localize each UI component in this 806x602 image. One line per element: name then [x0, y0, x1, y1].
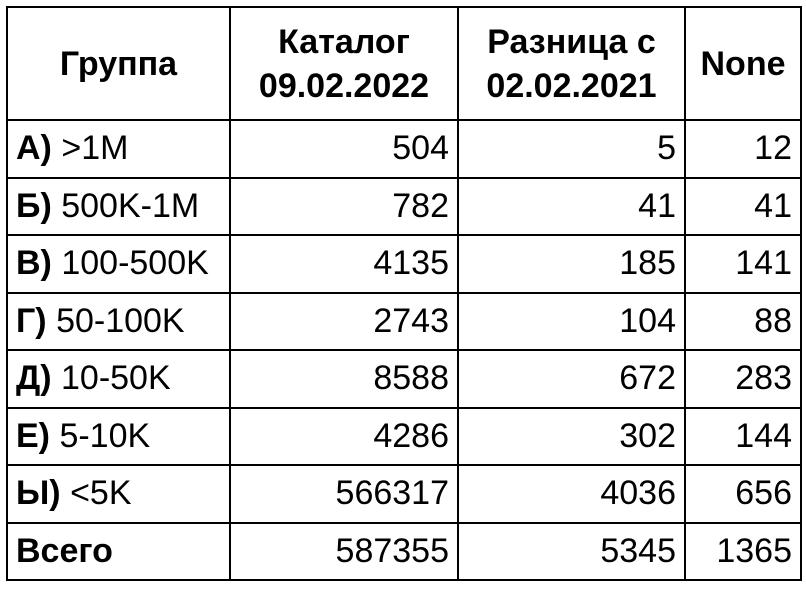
total-value-cell: 5345 — [457, 521, 686, 581]
value-cell: 8588 — [229, 349, 459, 409]
value-cell: 144 — [684, 406, 802, 466]
group-letter: Д) — [16, 359, 52, 398]
header-cell: None — [684, 6, 802, 121]
header-line: Каталог — [278, 22, 410, 61]
value-cell: 4135 — [229, 234, 459, 294]
value-cell: 504 — [229, 119, 459, 179]
group-letter: В) — [16, 244, 52, 283]
value-cell: 656 — [684, 464, 802, 524]
value-cell: 12 — [684, 119, 802, 179]
table-row: Г) 50-100K 2743 104 88 — [6, 291, 802, 351]
group-cell: Е) 5-10K — [6, 406, 231, 466]
header-line: Группа — [59, 44, 178, 83]
total-label-cell: Всего — [6, 521, 231, 581]
group-letter: Ы) — [16, 474, 61, 513]
total-value-cell: 1365 — [684, 521, 802, 581]
group-range: 100-500K — [61, 244, 209, 283]
table-row: В) 100-500K 4135 185 141 — [6, 234, 802, 294]
value-cell: 4036 — [457, 464, 686, 524]
group-range: 5-10K — [59, 416, 151, 455]
group-letter: Г) — [16, 301, 47, 340]
header-cell: Разница с 02.02.2021 — [457, 6, 686, 121]
value-cell: 782 — [229, 176, 459, 236]
value-cell: 5 — [457, 119, 686, 179]
header-row: Группа Каталог 09.02.2022 Разница с 02.02.20… — [6, 6, 802, 121]
group-cell: Г) 50-100K — [6, 291, 231, 351]
group-cell: Ы) <5K — [6, 464, 231, 524]
value-cell: 302 — [457, 406, 686, 466]
group-range: <5K — [70, 474, 132, 513]
group-range: 50-100K — [56, 301, 185, 340]
total-row: Всего 587355 5345 1365 — [6, 521, 802, 581]
group-cell: А) >1M — [6, 119, 231, 179]
header-line: None — [700, 44, 786, 83]
table-row: А) >1M 504 5 12 — [6, 119, 802, 179]
group-letter: Е) — [16, 416, 50, 455]
group-cell: Б) 500K-1M — [6, 176, 231, 236]
value-cell: 104 — [457, 291, 686, 351]
table-header: Группа Каталог 09.02.2022 Разница с 02.02.20… — [6, 6, 802, 121]
value-cell: 283 — [684, 349, 802, 409]
group-cell: Д) 10-50K — [6, 349, 231, 409]
value-cell: 88 — [684, 291, 802, 351]
data-table: Группа Каталог 09.02.2022 Разница с 02.02.20… — [6, 6, 802, 581]
table-row: Д) 10-50K 8588 672 283 — [6, 349, 802, 409]
header-cell: Группа — [6, 6, 231, 121]
value-cell: 4286 — [229, 406, 459, 466]
total-value-cell: 587355 — [229, 521, 459, 581]
group-letter: Б) — [16, 186, 52, 225]
table-row: Е) 5-10K 4286 302 144 — [6, 406, 802, 466]
table-body: А) >1M 504 5 12 Б) 500K-1M 782 41 41 В) 100-500K… — [6, 119, 802, 581]
group-range: >1M — [61, 129, 129, 168]
value-cell: 41 — [684, 176, 802, 236]
header-cell: Каталог 09.02.2022 — [229, 6, 459, 121]
header-line: 02.02.2021 — [486, 66, 657, 105]
total-label: Всего — [16, 531, 113, 570]
group-range: 500K-1M — [61, 186, 200, 225]
value-cell: 141 — [684, 234, 802, 294]
value-cell: 2743 — [229, 291, 459, 351]
group-letter: А) — [16, 129, 52, 168]
group-cell: В) 100-500K — [6, 234, 231, 294]
table-row: Ы) <5K 566317 4036 656 — [6, 464, 802, 524]
group-range: 10-50K — [61, 359, 171, 398]
table-row: Б) 500K-1M 782 41 41 — [6, 176, 802, 236]
value-cell: 566317 — [229, 464, 459, 524]
value-cell: 672 — [457, 349, 686, 409]
value-cell: 41 — [457, 176, 686, 236]
header-line: 09.02.2022 — [258, 66, 430, 105]
header-line: Разница с — [487, 22, 656, 61]
value-cell: 185 — [457, 234, 686, 294]
